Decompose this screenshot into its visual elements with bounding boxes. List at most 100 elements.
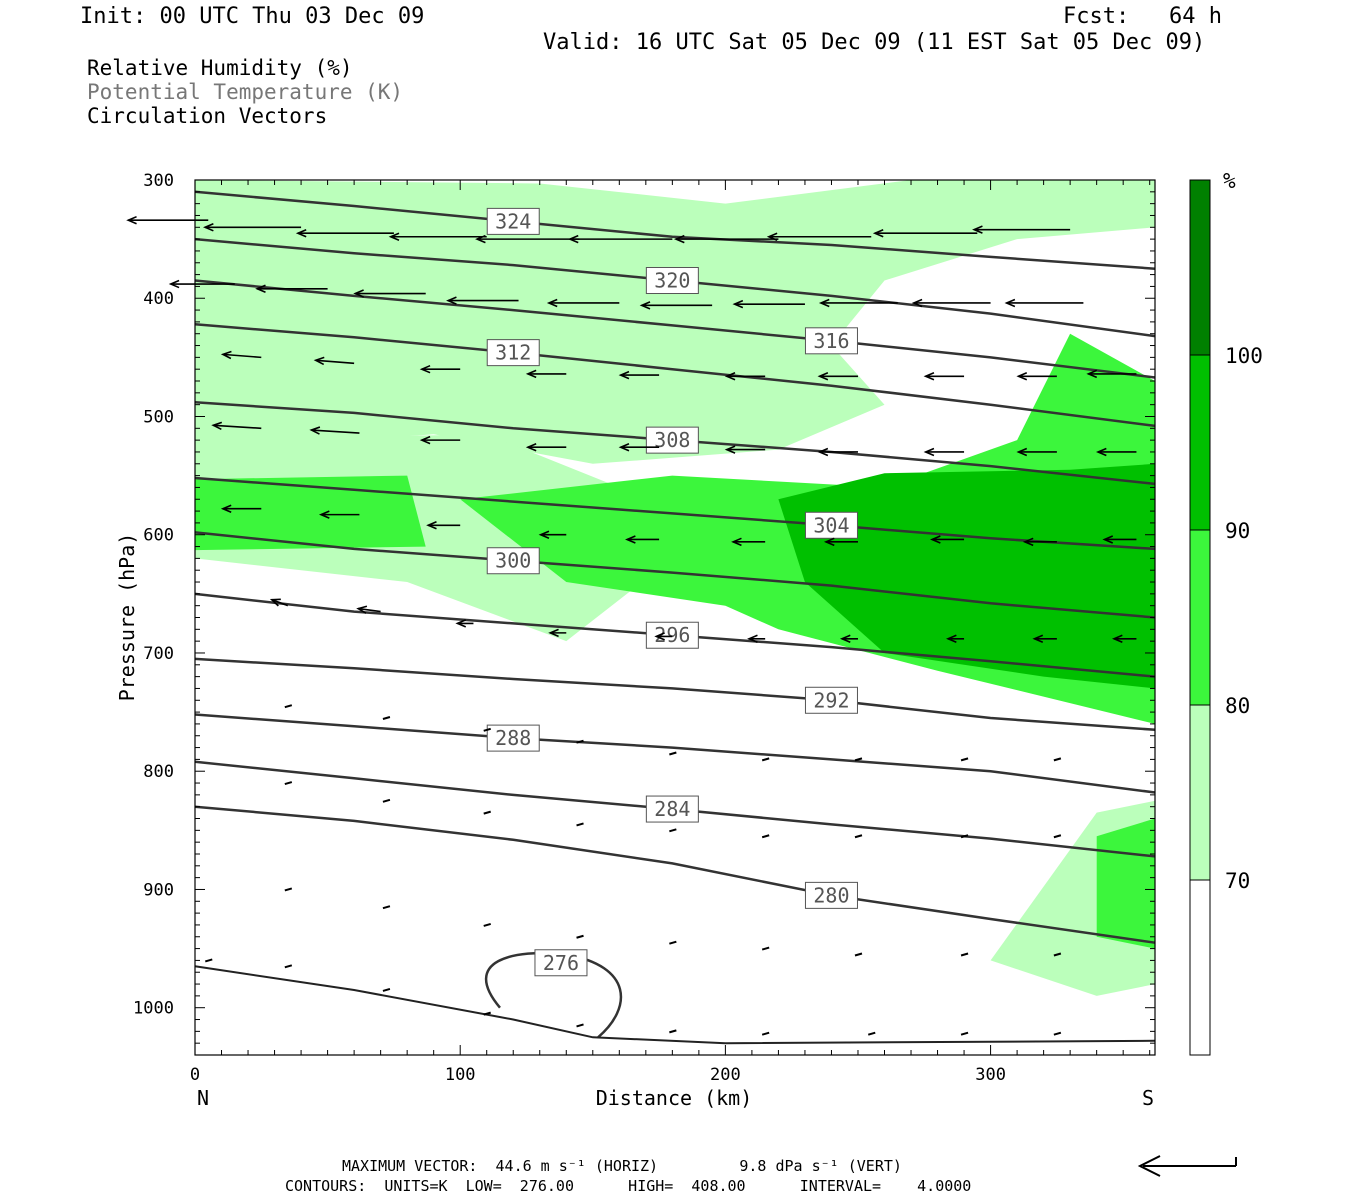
- rh-80-region-west: [195, 475, 426, 551]
- plot-axes: 300 400 500 600 700 800 900 1000 0 100 200 300: [133, 171, 1156, 1085]
- vector-7: [766, 232, 872, 241]
- small-vector-16: [960, 834, 969, 839]
- x-tick-label-300: 300: [975, 1065, 1006, 1085]
- vector-9: [972, 225, 1071, 234]
- theta-contour-292: [194, 657, 1156, 732]
- vector-head: [1111, 634, 1123, 644]
- theta-label-box-288: [486, 724, 540, 752]
- theta-contour-324: [194, 190, 1156, 270]
- terrain-line: [194, 965, 1156, 1045]
- y-tick-label-1000: 1000: [133, 999, 174, 1019]
- vector-head: [353, 289, 364, 298]
- vector-22: [419, 364, 461, 374]
- vector-head: [295, 228, 307, 238]
- south-label: S: [1142, 1086, 1154, 1110]
- small-vector-24: [854, 952, 863, 957]
- vector-head: [747, 634, 758, 644]
- vector-head: [455, 619, 467, 628]
- vector-30: [211, 421, 262, 431]
- rh-70-region: [195, 180, 1155, 464]
- small-vector-32: [669, 1029, 677, 1034]
- vector-head: [732, 299, 744, 309]
- theta-label-box-280: [804, 881, 858, 909]
- colorbar: 70 80 90 100%: [1189, 169, 1263, 1056]
- vector-head: [1086, 369, 1098, 379]
- vector-head: [818, 298, 830, 308]
- small-vector-25: [960, 952, 969, 957]
- small-vector-19: [382, 905, 391, 910]
- theta-label-316: 316: [813, 329, 849, 353]
- vector-48: [1022, 537, 1057, 547]
- small-vector-31: [576, 1023, 584, 1028]
- vector-head: [823, 537, 835, 547]
- vector-23: [525, 369, 567, 379]
- forecast-hour: Fcst: 64 h: [1063, 4, 1222, 29]
- theta-label-308: 308: [654, 428, 690, 452]
- vector-head: [525, 442, 537, 452]
- theta-label-284: 284: [654, 797, 690, 821]
- theta-label-312: 312: [495, 341, 531, 365]
- y-tick-label-800: 800: [143, 762, 174, 782]
- theta-contour-280: [194, 805, 1156, 944]
- vector-40: [220, 504, 262, 513]
- vector-shaft: [358, 607, 381, 613]
- vector-3: [388, 232, 487, 241]
- small-vector-28: [284, 964, 293, 969]
- vector-shaft: [315, 359, 355, 365]
- small-vector-36: [1053, 1031, 1062, 1036]
- footer-contours: CONTOURS: UNITS=K LOW= 276.00 HIGH= 408.…: [285, 1177, 972, 1195]
- vector-head: [313, 356, 325, 366]
- vector-26: [817, 372, 858, 381]
- vector-1: [203, 223, 302, 232]
- theta-contour-316: [194, 279, 1156, 379]
- init-time: Init: 00 UTC Thu 03 Dec 09: [80, 4, 425, 29]
- theta-label-276: 276: [543, 951, 579, 975]
- theta-label-box-312: [486, 339, 540, 367]
- vector-head: [567, 234, 579, 244]
- colorbar-label-80: 80: [1225, 694, 1250, 718]
- vector-56: [839, 634, 858, 644]
- vector-12: [353, 289, 426, 298]
- vector-49: [1102, 535, 1137, 544]
- vector-head: [269, 598, 281, 607]
- vector-shaft: [311, 429, 360, 434]
- theta-label-box-304: [804, 511, 858, 539]
- vector-head: [419, 435, 431, 445]
- vector-18: [911, 298, 991, 308]
- vector-head: [426, 521, 437, 530]
- vector-head: [1016, 447, 1028, 457]
- vector-head: [839, 634, 851, 644]
- vector-head: [1004, 298, 1016, 308]
- vector-head: [525, 369, 537, 379]
- theta-label-box-300: [486, 547, 540, 575]
- colorbar-band-4: [1189, 179, 1211, 356]
- small-vector-13: [669, 828, 677, 833]
- vector-58: [1032, 634, 1057, 644]
- vector-head: [872, 228, 884, 238]
- legend-rh: Relative Humidity (%): [87, 56, 353, 80]
- colorbar-band-2: [1189, 529, 1211, 706]
- vector-head: [475, 234, 486, 244]
- small-vector-5: [761, 757, 770, 762]
- theta-label-280: 280: [813, 883, 849, 907]
- vector-head: [419, 364, 431, 374]
- colorbar-label-90: 90: [1225, 519, 1250, 543]
- vector-head: [220, 350, 232, 360]
- small-vector-22: [669, 940, 677, 945]
- vector-head: [1032, 634, 1044, 644]
- x-tick-label-100: 100: [445, 1065, 476, 1085]
- vector-2: [295, 228, 394, 238]
- vector-29: [1086, 369, 1137, 379]
- colorbar-band-1: [1189, 704, 1211, 881]
- vector-head: [625, 535, 636, 544]
- vector-35: [724, 445, 766, 454]
- theta-label-324: 324: [495, 209, 531, 233]
- vector-head: [1016, 372, 1028, 381]
- vector-10: [168, 279, 235, 289]
- y-axis-label: Pressure (hPa): [115, 533, 139, 702]
- vector-head: [126, 215, 137, 225]
- vector-21: [313, 356, 355, 366]
- vector-14: [546, 298, 620, 308]
- vector-head: [817, 447, 829, 457]
